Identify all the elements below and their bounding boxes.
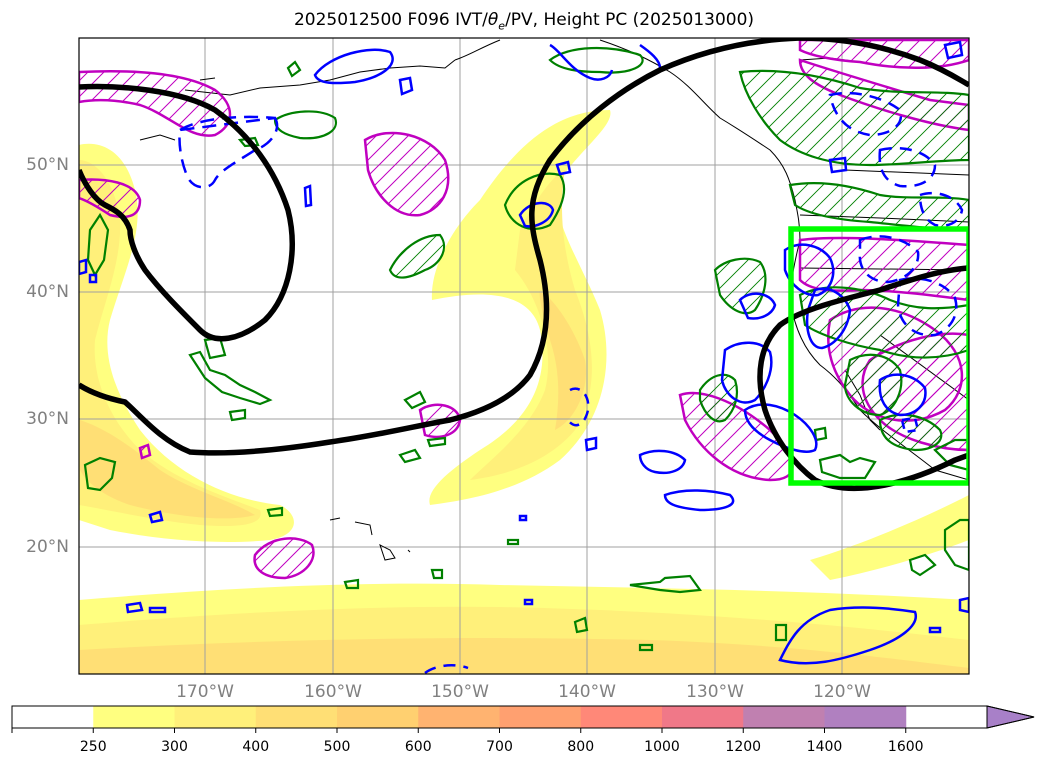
colorbar-tick-label: 700 — [486, 739, 513, 755]
colorbar-cell — [580, 706, 663, 728]
colorbar-cell — [174, 706, 257, 728]
lon-label-130w: 130°W — [686, 682, 744, 702]
ivt-shading — [79, 110, 969, 674]
colorbar — [11, 705, 1035, 733]
colorbar-cell — [337, 706, 419, 728]
highlight-region-box — [788, 226, 969, 486]
map-canvas — [78, 37, 970, 675]
colorbar-tick-label: 1000 — [644, 739, 680, 755]
colorbar-ticks — [11, 728, 907, 733]
lon-label-140w: 140°W — [558, 682, 616, 702]
colorbar-tick-label: 400 — [242, 739, 270, 755]
colorbar-tick-label: 1200 — [725, 739, 762, 755]
colorbar-tick-label: 1600 — [887, 739, 924, 755]
colorbar-cell — [12, 706, 94, 728]
lon-label-120w: 120°W — [813, 682, 871, 702]
colorbar-outline — [11, 705, 1035, 729]
colorbar-tick-label: 250 — [79, 739, 107, 755]
title-theta-subscript: e — [498, 19, 506, 33]
colorbar-cell — [743, 706, 825, 728]
colorbar-extend-arrow — [986, 705, 1035, 729]
plot-frame — [78, 37, 970, 675]
colorbar-tick-label: 500 — [323, 739, 351, 755]
colorbar-cell — [93, 706, 175, 728]
lat-label-30n: 30°N — [26, 409, 69, 429]
lat-label-40n: 40°N — [26, 282, 69, 302]
colorbar-tick-label: 1400 — [806, 739, 843, 755]
colorbar-cell — [255, 706, 338, 728]
title-suffix: /PV, Height PC (2025013000) — [505, 10, 755, 30]
lat-label-50n: 50°N — [26, 155, 69, 175]
colorbar-cell — [824, 706, 907, 728]
colorbar-tick-label: 300 — [161, 739, 188, 755]
lon-label-150w: 150°W — [431, 682, 489, 702]
pv-contours — [83, 47, 969, 652]
map-title: 2025012500 F096 IVT/θe/PV, Height PC (20… — [79, 10, 969, 32]
colorbar-tick-label: 800 — [567, 739, 595, 755]
lat-label-20n: 20°N — [26, 537, 69, 557]
lon-label-160w: 160°W — [304, 682, 362, 702]
title-prefix: 2025012500 F096 IVT/ — [293, 10, 488, 30]
colorbar-cell — [418, 706, 500, 728]
gridlines — [79, 38, 969, 674]
lon-label-170w: 170°W — [176, 682, 234, 702]
title-theta: θ — [487, 10, 499, 30]
theta-e-contours — [79, 40, 969, 674]
colorbar-cell — [499, 706, 582, 728]
colorbar-cells — [12, 706, 907, 728]
colorbar-tick-label: 600 — [404, 739, 432, 755]
colorbar-cell — [662, 706, 744, 728]
